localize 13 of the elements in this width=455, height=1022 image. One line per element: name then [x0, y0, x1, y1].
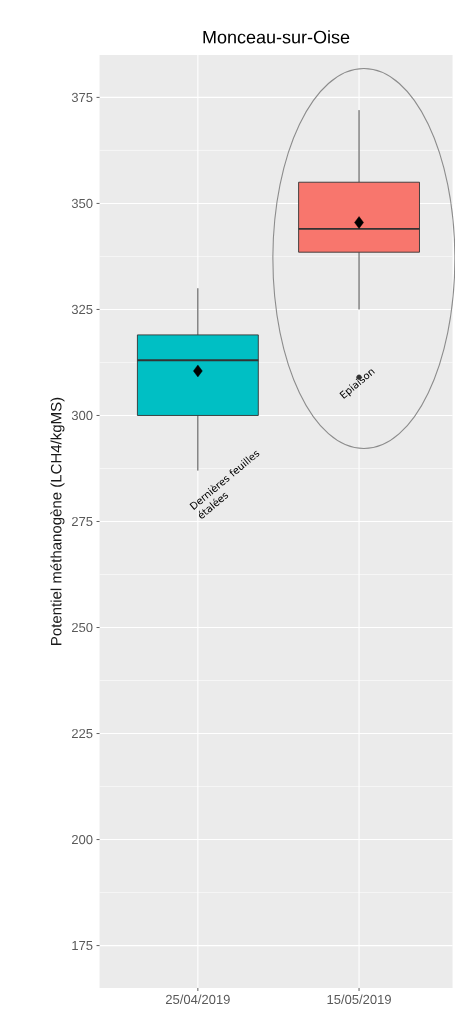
y-tick-label: 275: [71, 516, 93, 527]
y-tick-label: 175: [72, 941, 93, 951]
y-tick-label: 250: [71, 622, 93, 633]
y-tick-label: 300: [71, 410, 93, 421]
x-tick-label: 25/04/2019: [165, 994, 230, 1005]
x-tick-label: 15/05/2019: [327, 994, 391, 1005]
y-tick-label: 350: [71, 198, 93, 209]
y-tick-label: 225: [71, 728, 93, 739]
y-axis-title: Potentiel méthanogène (LCH4/kgMS): [50, 397, 65, 645]
y-tick-label: 325: [71, 304, 93, 315]
y-tick-label: 375: [71, 92, 93, 103]
y-tick-label: 200: [71, 834, 93, 845]
chart-title: Monceau-sur-Oise: [203, 30, 350, 44]
